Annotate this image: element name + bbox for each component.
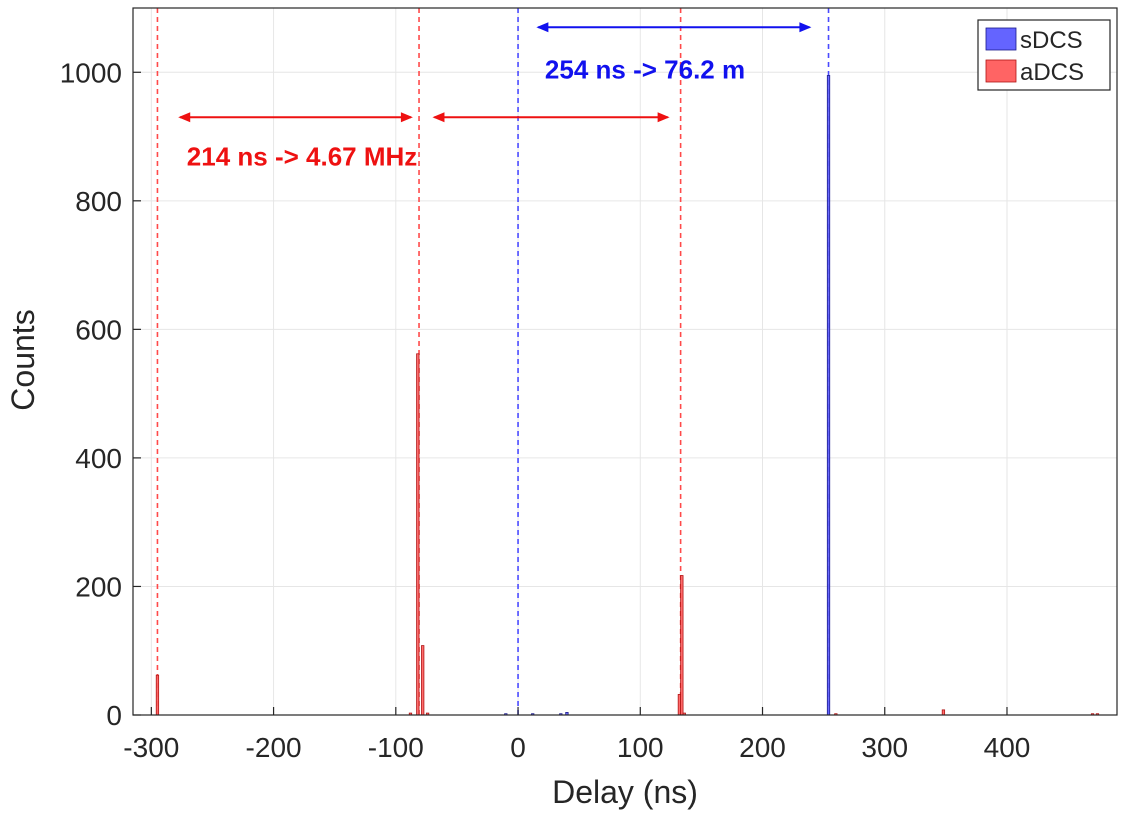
x-tick-label: -300 <box>123 732 179 763</box>
arrow-head-right <box>657 112 670 123</box>
y-tick-label: 400 <box>75 443 122 474</box>
annotation-arrows <box>178 22 812 123</box>
legend-swatch-sdcs <box>985 27 1017 51</box>
arrow-head-left <box>178 112 191 123</box>
bar-adcs <box>421 645 425 716</box>
x-tick-label: 100 <box>617 732 664 763</box>
x-tick-label: 300 <box>861 732 908 763</box>
x-tick-label: 400 <box>984 732 1031 763</box>
double-arrow <box>536 22 812 33</box>
plot-frame <box>132 7 1118 716</box>
grid <box>133 8 1117 716</box>
x-tick-label: -200 <box>246 732 302 763</box>
bar-adcs <box>416 353 420 716</box>
y-tick-label: 600 <box>75 314 122 345</box>
bar-adcs <box>155 674 160 716</box>
legend-label-adcs: aDCS <box>1020 59 1084 86</box>
x-tick-label: 200 <box>739 732 786 763</box>
legend: sDCS aDCS <box>977 19 1111 91</box>
arrow-head-left <box>536 22 549 33</box>
legend-swatch-adcs <box>985 59 1017 83</box>
y-tick-label: 1000 <box>60 57 122 88</box>
bar-sdcs <box>826 75 831 716</box>
y-tick-label: 800 <box>75 186 122 217</box>
arrow-head-right <box>400 112 413 123</box>
annotation-red-period: 214 ns -> 4.67 MHz <box>187 141 418 171</box>
arrow-head-left <box>432 112 445 123</box>
annotation-blue-distance: 254 ns -> 76.2 m <box>545 55 745 85</box>
x-axis-label: Delay (ns) <box>552 774 698 810</box>
y-tick-label: 200 <box>75 571 122 602</box>
legend-label-sdcs: sDCS <box>1020 27 1083 54</box>
y-axis-label: Counts <box>5 309 41 410</box>
x-tick-label: 0 <box>510 732 526 763</box>
double-arrow <box>178 112 413 123</box>
annotations: 214 ns -> 4.67 MHz 254 ns -> 76.2 m <box>187 55 745 172</box>
bar-adcs <box>941 709 946 716</box>
x-tick-label: -100 <box>368 732 424 763</box>
y-tick-label: 0 <box>106 700 122 731</box>
reference-lines <box>156 8 830 715</box>
axis-ticks: -300 -200 -100 0 100 200 300 400 0 200 400 600 800 10… <box>60 57 1031 763</box>
double-arrow <box>432 112 670 123</box>
bar-adcs <box>680 575 684 716</box>
arrow-head-right <box>799 22 812 33</box>
